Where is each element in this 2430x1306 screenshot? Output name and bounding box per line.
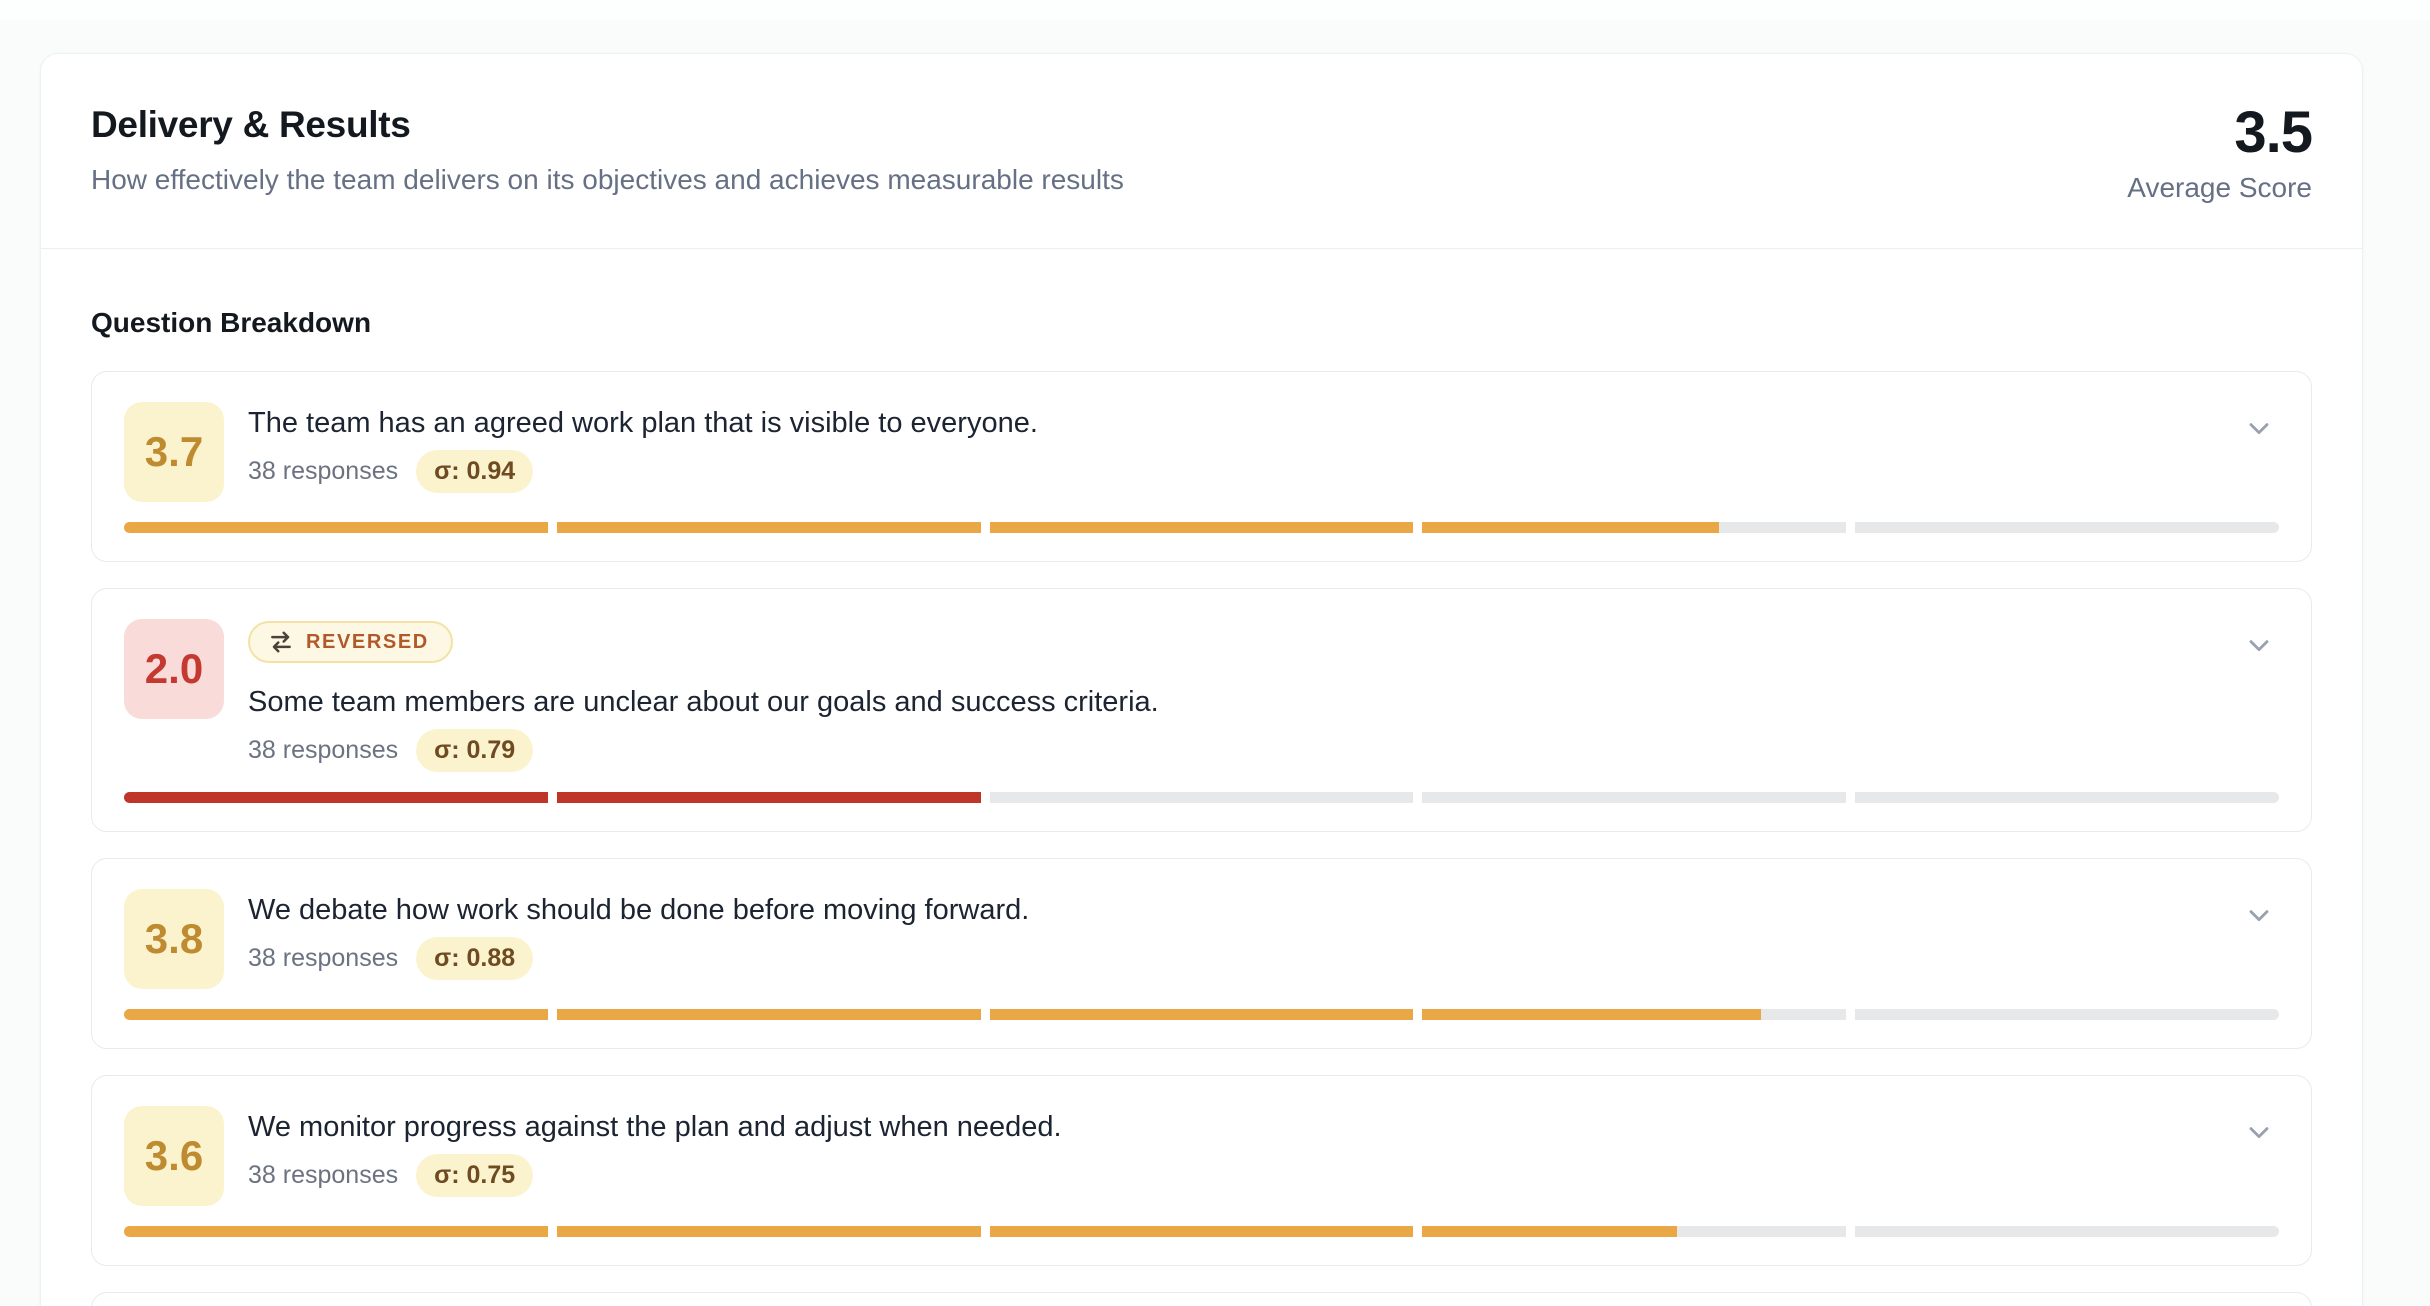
- score-bar-segment: [989, 792, 1414, 803]
- score-bar: [124, 522, 2279, 533]
- score-bar: [124, 792, 2279, 803]
- question-meta: 38 responses σ: 0.94: [248, 450, 2219, 493]
- page-subtitle: How effectively the team delivers on its…: [91, 164, 1124, 195]
- question-card[interactable]: 3.6 We monitor progress against the plan…: [91, 1075, 2312, 1266]
- score-bar-segment: [556, 522, 981, 533]
- score-bar-fill: [1422, 1009, 1762, 1020]
- score-bar-segment: [1422, 1009, 1847, 1020]
- question-text: The team has an agreed work plan that is…: [248, 407, 1038, 439]
- question-content: We monitor progress against the plan and…: [248, 1106, 2219, 1197]
- score-bar-segment: [1855, 522, 2279, 533]
- average-score-value: 3.5: [2234, 100, 2313, 165]
- question-meta: 38 responses σ: 0.88: [248, 937, 2219, 980]
- response-count: 38 responses: [248, 944, 399, 972]
- question-text: We debate how work should be done before…: [248, 894, 1030, 926]
- question-meta: 38 responses σ: 0.79: [248, 729, 2219, 772]
- stddev-badge: σ: 0.94: [416, 450, 534, 493]
- stddev-badge: σ: 0.79: [416, 729, 534, 772]
- score-bar-segment: [1422, 792, 1847, 803]
- question-content: We debate how work should be done before…: [248, 889, 2219, 980]
- question-card[interactable]: [91, 1292, 2312, 1306]
- average-score-label: Average Score: [2127, 172, 2312, 203]
- score-bar-fill: [556, 792, 981, 803]
- score-bar-fill: [989, 522, 1414, 533]
- score-bar-segment: [1855, 792, 2279, 803]
- score-bar-segment: [1855, 1009, 2279, 1020]
- score-bar-fill: [1422, 522, 1720, 533]
- question-content: The team has an agreed work plan that is…: [248, 402, 2219, 493]
- question-text: Some team members are unclear about our …: [248, 686, 1159, 718]
- panel-header: Delivery & Results How effectively the t…: [41, 54, 2362, 249]
- page-title: Delivery & Results: [91, 104, 411, 145]
- question-card-main-row: 3.8 We debate how work should be done be…: [124, 889, 2279, 989]
- score-bar-fill: [124, 792, 548, 803]
- score-badge: 3.8: [124, 889, 224, 989]
- reversed-badge: REVERSED: [248, 621, 453, 663]
- question-card[interactable]: 3.7 The team has an agreed work plan tha…: [91, 371, 2312, 562]
- question-content: REVERSED Some team members are unclear a…: [248, 619, 2219, 772]
- score-bar-segment: [1422, 522, 1847, 533]
- expand-button[interactable]: [2239, 625, 2279, 665]
- score-bar-fill: [556, 1226, 981, 1237]
- score-bar-segment: [556, 1009, 981, 1020]
- question-card[interactable]: 3.8 We debate how work should be done be…: [91, 858, 2312, 1049]
- score-bar-segment: [1855, 1226, 2279, 1237]
- stddev-badge: σ: 0.88: [416, 937, 534, 980]
- page-top-strip: [0, 0, 2430, 20]
- reversed-label: REVERSED: [306, 630, 429, 653]
- score-badge: 2.0: [124, 619, 224, 719]
- category-panel: Delivery & Results How effectively the t…: [40, 53, 2363, 1306]
- score-bar-segment: [989, 1226, 1414, 1237]
- score-bar-fill: [1422, 1226, 1677, 1237]
- chevron-down-icon: [2249, 423, 2269, 435]
- score-bar-fill: [124, 1009, 548, 1020]
- score-badge: 3.7: [124, 402, 224, 502]
- panel-header-left: Delivery & Results How effectively the t…: [91, 102, 1124, 198]
- chevron-down-icon: [2249, 910, 2269, 922]
- question-card-main-row: 3.6 We monitor progress against the plan…: [124, 1106, 2279, 1206]
- score-bar-fill: [556, 522, 981, 533]
- question-meta: 38 responses σ: 0.75: [248, 1154, 2219, 1197]
- question-card-main-row: 2.0 REVERSED Some team members are uncle…: [124, 619, 2279, 772]
- question-list: 3.7 The team has an agreed work plan tha…: [91, 371, 2312, 1306]
- score-bar-fill: [556, 1009, 981, 1020]
- reverse-arrows-icon: [271, 631, 291, 653]
- expand-button[interactable]: [2239, 1112, 2279, 1152]
- question-card[interactable]: 2.0 REVERSED Some team members are uncle…: [91, 588, 2312, 832]
- score-bar-segment: [989, 1009, 1414, 1020]
- score-bar-segment: [124, 792, 548, 803]
- score-bar-segment: [556, 792, 981, 803]
- chevron-down-icon: [2249, 1127, 2269, 1139]
- score-bar-segment: [556, 1226, 981, 1237]
- score-bar-segment: [989, 522, 1414, 533]
- score-badge: 3.6: [124, 1106, 224, 1206]
- response-count: 38 responses: [248, 736, 399, 764]
- response-count: 38 responses: [248, 1161, 399, 1189]
- score-bar-fill: [989, 1226, 1414, 1237]
- response-count: 38 responses: [248, 457, 399, 485]
- panel-body: Question Breakdown 3.7 The team has an a…: [41, 249, 2362, 1306]
- question-card-main-row: 3.7 The team has an agreed work plan tha…: [124, 402, 2279, 502]
- question-text: We monitor progress against the plan and…: [248, 1111, 1062, 1143]
- score-bar: [124, 1226, 2279, 1237]
- chevron-down-icon: [2249, 640, 2269, 652]
- score-bar-segment: [124, 1226, 548, 1237]
- panel-header-right: 3.5 Average Score: [2127, 100, 2313, 204]
- stddev-badge: σ: 0.75: [416, 1154, 534, 1197]
- expand-button[interactable]: [2239, 895, 2279, 935]
- score-bar-fill: [124, 1226, 548, 1237]
- section-title: Question Breakdown: [91, 307, 372, 338]
- score-bar-segment: [1422, 1226, 1847, 1237]
- expand-button[interactable]: [2239, 408, 2279, 448]
- score-bar-fill: [124, 522, 548, 533]
- score-bar-segment: [124, 522, 548, 533]
- score-bar: [124, 1009, 2279, 1020]
- score-bar-segment: [124, 1009, 548, 1020]
- score-bar-fill: [989, 1009, 1414, 1020]
